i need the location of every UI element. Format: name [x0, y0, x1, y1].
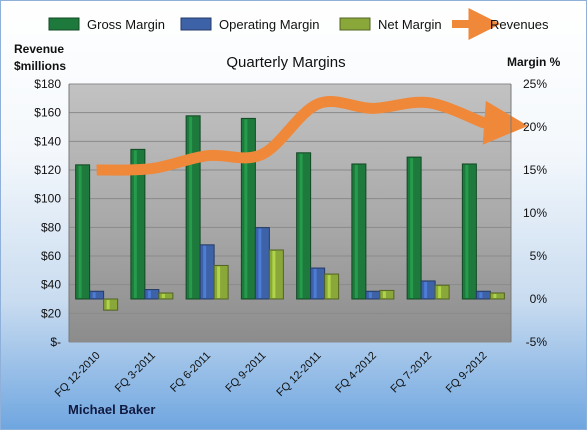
left-tick-label: $80	[41, 220, 61, 234]
bar-net-margin	[268, 249, 284, 300]
right-tick-label: 5%	[530, 249, 548, 263]
bar-gross-margin	[296, 152, 312, 300]
bar-highlight	[327, 275, 331, 298]
bar-operating-margin	[475, 290, 491, 300]
bar-operating-margin	[420, 280, 436, 300]
left-tick-label: $120	[34, 163, 61, 177]
bar-net-margin	[213, 264, 229, 300]
bar-highlight	[133, 150, 137, 298]
bar-operating-margin	[89, 290, 105, 300]
legend-label: Revenues	[490, 17, 549, 32]
bar-gross-margin	[351, 163, 367, 300]
bar-highlight	[493, 293, 497, 298]
legend-swatch	[339, 17, 371, 31]
legend-swatch	[48, 17, 80, 31]
category-label: FQ 3-2011	[113, 350, 158, 395]
right-tick-label: -5%	[526, 335, 548, 349]
bar-net-margin	[324, 273, 340, 300]
category-label: FQ 6-2011	[168, 350, 213, 395]
category-label: FQ 7-2012	[389, 350, 435, 396]
category-label: FQ 12-2010	[53, 350, 103, 400]
bar-net-margin	[489, 292, 505, 300]
legend-swatch	[180, 17, 212, 31]
left-tick-label: $60	[41, 249, 61, 263]
bar-gross-margin	[75, 164, 91, 300]
revenue-line-series	[96, 96, 529, 176]
legend-label: Operating Margin	[219, 17, 319, 32]
left-tick-label: $40	[41, 278, 61, 292]
bar-net-margin	[379, 289, 395, 300]
bar-highlight	[438, 286, 442, 298]
bar-highlight	[465, 164, 469, 298]
bar-highlight	[299, 153, 303, 298]
bar-gross-margin	[461, 163, 477, 300]
bar-highlight	[382, 291, 386, 298]
bar-highlight	[161, 293, 165, 298]
bar-highlight	[203, 245, 207, 298]
bar-highlight	[313, 269, 317, 298]
right-tick-label: 10%	[523, 206, 547, 220]
bar-highlight	[410, 158, 414, 298]
bar-highlight	[189, 116, 193, 298]
bar-operating-margin	[365, 290, 381, 300]
left-tick-label: $20	[41, 306, 61, 320]
bar-highlight	[78, 165, 82, 298]
bar-highlight	[106, 300, 110, 310]
left-tick-label: $180	[34, 77, 61, 91]
left-tick-label: $140	[34, 134, 61, 148]
bar-operating-margin	[310, 267, 326, 300]
author-credit: Michael Baker	[68, 402, 155, 417]
bar-operating-margin	[254, 227, 270, 300]
category-label: FQ 4-2012	[333, 350, 379, 396]
bar-highlight	[368, 292, 372, 298]
bar-highlight	[92, 292, 96, 298]
bar-gross-margin	[185, 115, 201, 300]
left-axis-title-line1: Revenue	[14, 42, 64, 56]
left-axis-title-line2: $millions	[14, 59, 66, 73]
legend-label: Gross Margin	[87, 17, 165, 32]
right-tick-label: 25%	[523, 77, 547, 91]
bar-highlight	[217, 266, 221, 298]
right-tick-label: 0%	[530, 292, 548, 306]
legend: Gross Margin Operating Margin Net Margin Re…	[48, 8, 549, 40]
bar-operating-margin	[199, 244, 215, 300]
bar-highlight	[479, 292, 483, 298]
legend-label: Net Margin	[378, 17, 442, 32]
category-label: FQ 9-2011	[223, 350, 268, 395]
left-tick-label: $-	[50, 335, 61, 349]
bar-series	[75, 115, 505, 311]
right-tick-label: 20%	[523, 120, 547, 134]
chart-title: Quarterly Margins	[226, 54, 345, 71]
bar-highlight	[147, 290, 151, 298]
right-axis-title: Margin %	[507, 55, 561, 69]
bar-operating-margin	[144, 289, 160, 300]
bar-highlight	[354, 164, 358, 298]
category-label: FQ 12-2011	[274, 350, 323, 399]
bar-highlight	[272, 250, 276, 298]
bar-highlight	[244, 119, 248, 299]
left-tick-label: $160	[34, 106, 61, 120]
bar-gross-margin	[406, 156, 422, 300]
bar-net-margin	[434, 284, 450, 300]
bar-net-margin	[158, 292, 174, 300]
bar-gross-margin	[240, 117, 256, 300]
revenue-line	[96, 96, 529, 176]
category-label: FQ 9-2012	[444, 350, 490, 396]
right-tick-label: 15%	[523, 163, 547, 177]
bar-highlight	[424, 281, 428, 298]
left-tick-label: $100	[34, 192, 61, 206]
bar-highlight	[258, 228, 262, 298]
bar-net-margin	[103, 298, 119, 311]
